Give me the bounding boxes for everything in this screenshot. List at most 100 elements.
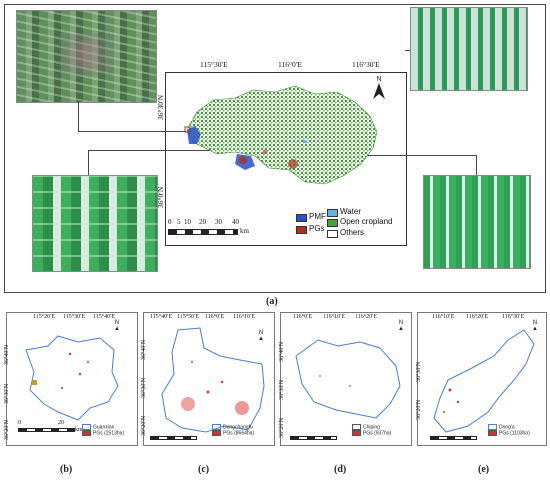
study-area-region <box>186 85 378 185</box>
lat-label: 36°30′N <box>416 361 422 382</box>
legend-swatch-others <box>327 230 338 238</box>
county-map-donga <box>433 329 535 433</box>
legend-label: Dongchangfu <box>223 424 253 431</box>
pgs-dot <box>61 387 63 389</box>
pgs-dot <box>319 375 321 377</box>
north-arrow-icon: N ▲ <box>258 330 264 342</box>
main-map-frame <box>4 4 546 293</box>
legend-label: PGs <box>309 224 325 233</box>
legend-label: PGs (2513ha) <box>93 430 125 437</box>
north-arrow-icon: N ▲ <box>532 320 538 332</box>
pgs-dot <box>206 390 210 394</box>
legend-swatch-pmf <box>296 214 307 222</box>
lon-label: 116°0′E <box>293 314 313 320</box>
lon-label: 116°0′E <box>278 60 302 69</box>
legend-label: Chiping <box>363 424 380 431</box>
pgs-dot <box>349 385 351 387</box>
legend-label: PGs (1103ha) <box>499 430 530 437</box>
lon-label: 115°30′E <box>200 60 228 69</box>
satellite-inset-guanxian <box>16 10 157 103</box>
county-map-chiping <box>295 339 401 419</box>
scale-tick: 0 <box>168 218 172 226</box>
lon-label: 116°30′E <box>352 60 380 69</box>
pgs-cluster <box>235 401 249 415</box>
panel-caption-c: (c) <box>198 464 210 475</box>
lon-label: 116°10′E <box>432 314 455 320</box>
pgs-dot <box>443 411 445 413</box>
panel-legend: Dongchangfu PGs (8664ha) <box>212 424 254 437</box>
lon-label: 116°30′E <box>502 314 525 320</box>
panel-e <box>417 312 547 446</box>
study-area-map <box>184 85 378 185</box>
legend-label: PMF <box>309 212 326 221</box>
panel-legend: Dong'a PGs (1103ha) <box>488 424 530 437</box>
lon-label: 115°30′E <box>63 314 86 320</box>
connector-line <box>476 155 477 175</box>
lon-label: 116°10′E <box>323 314 346 320</box>
scale-tick: 10 <box>184 218 191 226</box>
lat-label: 36°40′N <box>141 339 147 360</box>
inset-marker <box>184 126 191 133</box>
panel-caption-b: (b) <box>60 464 73 475</box>
scale-unit: km <box>75 427 83 433</box>
pgs-cluster <box>288 159 298 169</box>
panel-caption-d: (d) <box>334 464 347 475</box>
lat-label: 36°30′N <box>141 377 147 398</box>
legend-label: Water <box>340 207 362 216</box>
legend-label: Others <box>340 228 365 237</box>
scale-tick: 20 <box>58 420 64 426</box>
pgs-cluster <box>262 149 268 155</box>
panel-d <box>280 312 412 446</box>
legend-label: Guanxian <box>93 424 115 431</box>
lat-label: 36°20′N <box>279 417 285 438</box>
panel-caption-a: (a) <box>266 296 278 307</box>
legend-label: Dong'a <box>499 424 515 431</box>
lat-label: 36°30′N <box>156 94 165 120</box>
lat-label: 36°20′N <box>416 399 422 420</box>
lat-label: 36°0′N <box>156 186 165 208</box>
scale-tick: 0 <box>18 420 21 426</box>
legend-label: PGs (8664ha) <box>223 430 255 437</box>
county-map-dongchangfu <box>161 327 265 433</box>
connector-line <box>300 155 476 156</box>
scale-tick: 20 <box>199 218 206 226</box>
pgs-dot <box>87 361 89 363</box>
scale-bar-graphic <box>430 436 477 440</box>
satellite-inset-southwest <box>32 175 158 272</box>
panel-legend: Chiping PGs (937ha) <box>352 424 391 437</box>
panel-c <box>143 312 275 446</box>
water-patch <box>303 140 307 143</box>
legend-swatch-pgs <box>296 226 307 234</box>
county-map-guanxian <box>25 335 119 421</box>
north-arrow-icon: N ▲ <box>398 320 404 332</box>
scale-bar-graphic <box>18 428 75 432</box>
connector-line <box>78 131 186 132</box>
lat-label: 36°40′N <box>279 341 285 362</box>
scale-bar-graphic <box>290 436 337 440</box>
connector-line <box>88 150 89 175</box>
legend-swatch-open-cropland <box>327 219 338 227</box>
panel-caption-e: (e) <box>478 464 490 475</box>
north-label: N <box>376 76 382 83</box>
connector-line <box>405 50 410 51</box>
connector-line <box>78 101 79 131</box>
scale-bar-graphic <box>168 229 238 235</box>
pgs-dot <box>68 352 72 356</box>
lon-label: 115°40′E <box>93 314 116 320</box>
lon-label: 116°10′E <box>233 314 256 320</box>
pgs-dot <box>456 400 460 404</box>
pgs-dot <box>78 372 82 376</box>
satellite-inset-southeast <box>423 175 531 269</box>
lat-label: 36°30′N <box>4 383 10 404</box>
lon-label: 115°20′E <box>33 314 56 320</box>
lon-label: 116°0′E <box>205 314 225 320</box>
scale-tick: 30 <box>215 218 222 226</box>
north-arrow-icon: N ▲ <box>114 320 120 332</box>
panel-b <box>6 312 138 446</box>
scale-tick: 5 <box>177 218 181 226</box>
lon-label: 116°20′E <box>355 314 378 320</box>
scale-tick: 40 <box>232 218 239 226</box>
legend-swatch-water <box>327 209 338 217</box>
pgs-cluster <box>239 156 247 164</box>
pgs-cluster <box>32 380 37 385</box>
